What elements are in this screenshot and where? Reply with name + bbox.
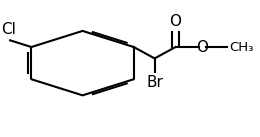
Text: CH₃: CH₃ (230, 41, 254, 54)
Text: Br: Br (146, 75, 163, 89)
Text: O: O (197, 39, 209, 55)
Text: Cl: Cl (1, 22, 16, 37)
Text: O: O (170, 14, 181, 29)
